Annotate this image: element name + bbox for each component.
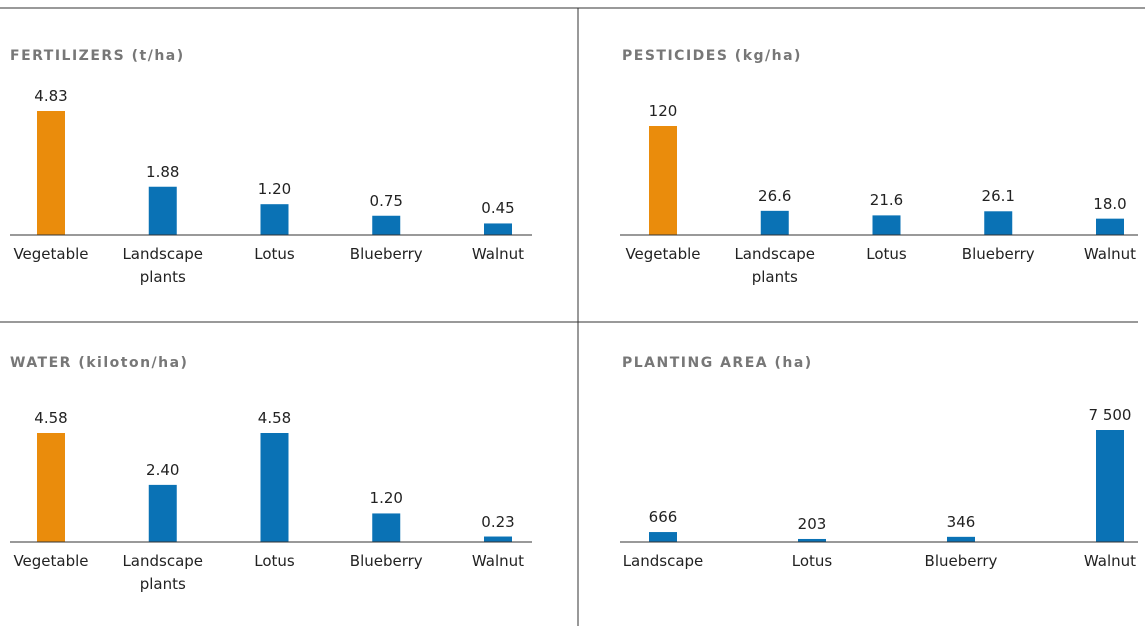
x-tick-label: Walnut (471, 245, 525, 263)
chart-title: PLANTING AREA (ha) (622, 355, 813, 371)
bar (37, 433, 65, 542)
x-tick-label: Vegetable (625, 245, 701, 263)
bar (947, 536, 975, 542)
bar (37, 111, 65, 235)
value-label: 346 (946, 512, 976, 531)
bar (484, 223, 512, 235)
value-label: 4.83 (34, 87, 68, 105)
x-tick-label: Walnut (1083, 552, 1137, 570)
value-label: 0.75 (369, 191, 403, 210)
x-tick-label: Blueberry (961, 245, 1035, 263)
bar (372, 215, 401, 235)
bar (798, 538, 826, 542)
bar (148, 484, 177, 542)
value-label: 1.88 (146, 162, 180, 181)
chart-title: FERTILIZERS (t/ha) (10, 48, 185, 64)
value-label: 1.20 (369, 489, 403, 508)
value-label: 26.6 (758, 186, 792, 205)
bar (1096, 430, 1124, 542)
x-tick-label: Walnut (471, 552, 525, 570)
value-label: 120 (648, 102, 678, 120)
bar (484, 536, 512, 542)
x-tick-label: Landscape plants (734, 245, 816, 286)
x-tick-label: Walnut (1083, 245, 1137, 263)
x-tick-label: Landscape plants (122, 552, 204, 593)
x-tick-label: Landscape (622, 552, 704, 570)
value-label: 2.40 (146, 460, 180, 479)
value-label: 666 (648, 508, 678, 527)
chart-title: PESTICIDES (kg/ha) (622, 48, 802, 64)
x-tick-label: Blueberry (924, 552, 998, 570)
bar (649, 532, 677, 542)
bar (1096, 218, 1124, 235)
x-tick-label: Vegetable (13, 245, 89, 263)
value-label: 1.20 (257, 180, 292, 199)
value-label: 0.45 (481, 199, 515, 218)
bar (148, 186, 177, 235)
bar (760, 210, 789, 235)
value-label: 18.0 (1093, 194, 1127, 213)
value-label: 26.1 (981, 187, 1015, 206)
x-tick-label: Lotus (254, 245, 295, 263)
value-label: 4.58 (257, 409, 292, 427)
value-label: 4.58 (34, 409, 68, 427)
chart-title: WATER (kiloton/ha) (10, 355, 189, 371)
bar (649, 126, 677, 235)
x-tick-label: Lotus (254, 552, 295, 570)
x-tick-label: Lotus (866, 245, 907, 263)
bar (872, 215, 901, 235)
bar (372, 513, 401, 542)
value-label: 21.6 (869, 191, 904, 210)
bar (984, 211, 1013, 235)
value-label: 7 500 (1088, 406, 1132, 424)
bar (260, 204, 289, 235)
x-tick-label: Blueberry (349, 552, 423, 570)
x-tick-label: Blueberry (349, 245, 423, 263)
value-label: 0.23 (481, 512, 515, 531)
x-tick-label: Landscape plants (122, 245, 204, 286)
bar (260, 433, 289, 542)
x-tick-label: Lotus (791, 552, 833, 570)
value-label: 203 (797, 514, 827, 533)
x-tick-label: Vegetable (13, 552, 89, 570)
